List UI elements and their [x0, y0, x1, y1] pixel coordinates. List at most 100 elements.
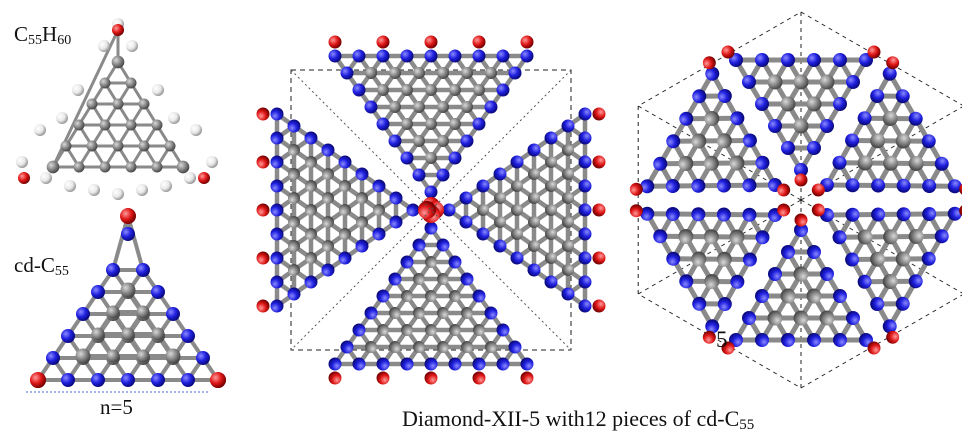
carbon-atom: [485, 341, 497, 353]
edge-atom: [755, 289, 769, 303]
edge-atom: [742, 178, 757, 193]
carbon-atom: [780, 288, 796, 304]
carbon-atom: [704, 274, 720, 290]
carbon-atom: [908, 228, 924, 244]
terminal-atom: [18, 172, 30, 184]
edge-atom: [364, 306, 378, 320]
hydrogen-atom: [40, 172, 52, 184]
edge-atom: [496, 49, 510, 63]
hydrogen-atom: [112, 188, 124, 200]
figure-caption: Diamond-XII-5 with12 pieces of cd-C55: [402, 406, 754, 433]
edge-atom: [400, 49, 414, 63]
edge-atom: [338, 155, 352, 169]
edge-atom: [781, 53, 795, 67]
terminal-atom: [256, 251, 270, 265]
edge-atom: [472, 357, 486, 371]
carbon-atom: [793, 118, 809, 134]
carbon-atom: [819, 310, 835, 326]
edge-atom: [947, 179, 962, 194]
edge-atom: [544, 131, 558, 145]
edge-atom: [400, 357, 414, 371]
carbon-atom: [413, 101, 425, 113]
carbon-atom: [165, 348, 181, 364]
terminal-atom: [520, 371, 534, 385]
terminal-atom: [886, 56, 900, 70]
hexagonal-view-cluster: [629, 45, 962, 355]
edge-atom: [705, 319, 720, 334]
carbon-atom: [485, 67, 497, 79]
carbon-atom: [793, 74, 809, 90]
edge-atom: [578, 227, 592, 241]
edge-atom: [472, 49, 486, 63]
carbon-atom: [377, 84, 389, 96]
terminal-atom: [794, 173, 808, 187]
edge-atom: [520, 357, 534, 371]
svg-text:Diamond-XII-5 with12 pieces of: Diamond-XII-5 with12 pieces of cd-C55: [402, 406, 754, 433]
edge-atom: [833, 289, 847, 303]
edge-atom: [527, 263, 541, 277]
edge-atom: [493, 167, 507, 181]
carbon-atom: [365, 67, 377, 79]
cd-c55-molecule: [29, 208, 227, 389]
carbon-atom: [528, 216, 540, 228]
carbon-atom: [86, 98, 98, 110]
edge-atom: [742, 207, 757, 222]
edge-atom: [389, 191, 403, 205]
carbon-atom: [389, 307, 401, 319]
carbon-atom: [528, 168, 540, 180]
edge-atom: [412, 168, 426, 182]
edge-atom: [578, 275, 592, 289]
edge-atom: [151, 285, 165, 299]
edge-atom: [424, 357, 438, 371]
edge-atom: [136, 263, 150, 277]
diagonal: [290, 69, 572, 351]
terminal-atom: [209, 371, 227, 389]
carbon-atom: [389, 101, 401, 113]
carbon-atom: [437, 67, 449, 79]
terminal-atom: [424, 371, 438, 385]
terminal-atom: [29, 371, 47, 389]
carbon-atom: [322, 168, 334, 180]
carbon-atom: [91, 327, 105, 341]
edge-atom: [476, 179, 490, 193]
cd-c55-piece: [328, 205, 534, 385]
carbon-atom: [125, 119, 137, 131]
edge-atom: [807, 245, 821, 259]
edge-atom: [781, 141, 795, 155]
edge-atom: [820, 119, 834, 133]
carbon-atom: [545, 156, 557, 168]
carbon-atom: [322, 240, 334, 252]
terminal-atom: [811, 203, 825, 217]
edge-atom: [364, 100, 378, 114]
edge-atom: [895, 89, 910, 104]
carbon-atom: [895, 133, 911, 149]
edge-atom: [578, 131, 592, 145]
edge-atom: [270, 155, 284, 169]
carbon-atom: [494, 192, 506, 204]
carbon-atom: [461, 67, 473, 79]
carbon-atom: [473, 324, 485, 336]
carbon-atom: [288, 240, 300, 252]
hydrogen-atom: [160, 180, 172, 192]
edge-atom: [640, 206, 655, 221]
carbon-atom: [176, 160, 190, 174]
hydrogen-atom: [206, 156, 218, 168]
carbon-atom: [288, 192, 300, 204]
c-subscript: 55: [28, 33, 42, 48]
carbon-atom: [60, 140, 72, 152]
edge-atom: [666, 251, 681, 266]
carbon-atom: [678, 228, 694, 244]
hydrogen-atom: [88, 184, 100, 196]
edge-atom: [460, 272, 474, 286]
carbon-atom: [75, 348, 91, 364]
svg-text:C55H60: C55H60: [14, 22, 71, 48]
edge-atom: [730, 274, 745, 289]
carbon-atom: [882, 110, 898, 126]
carbon-atom: [806, 96, 822, 112]
carbon-atom: [511, 228, 523, 240]
carbon-atom: [86, 140, 98, 152]
carbon-atom: [819, 74, 835, 90]
edge-atom: [934, 156, 949, 171]
edge-atom: [352, 83, 366, 97]
